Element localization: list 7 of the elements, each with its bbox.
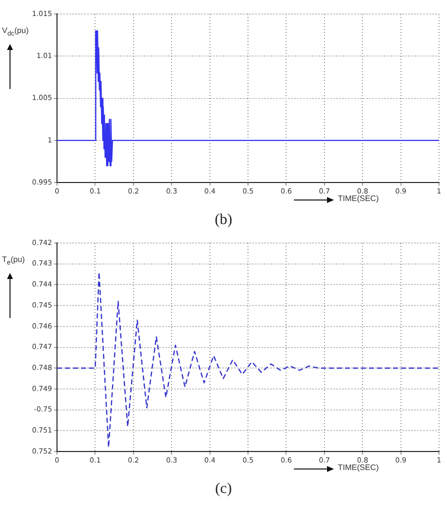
x-axis-title: TIME(SEC) bbox=[338, 462, 379, 472]
line-series bbox=[57, 272, 439, 448]
text: (c) bbox=[214, 481, 233, 498]
y-axis-title: T$_{e}$(pu) bbox=[2, 255, 25, 267]
x-axis-title: TIME(SEC) bbox=[338, 194, 379, 203]
y-axis-title: V$_{dc}$(pu) bbox=[2, 26, 29, 38]
text: (b) bbox=[214, 212, 234, 229]
